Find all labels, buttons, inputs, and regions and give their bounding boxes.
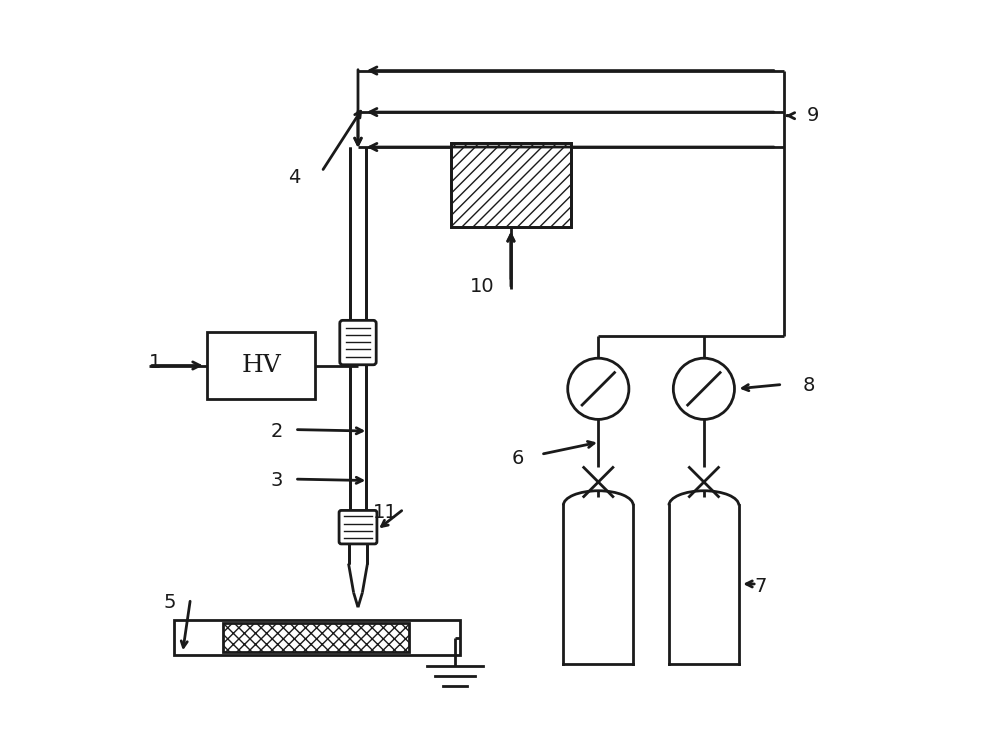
Text: 9: 9: [807, 106, 819, 125]
Circle shape: [568, 358, 629, 420]
Text: 8: 8: [803, 376, 815, 395]
Text: 1: 1: [149, 353, 161, 372]
Bar: [207, 332, 315, 399]
Polygon shape: [350, 147, 366, 323]
Bar: [451, 143, 571, 227]
Polygon shape: [349, 542, 367, 564]
Circle shape: [673, 358, 734, 420]
Text: 6: 6: [511, 450, 524, 469]
Bar: [223, 624, 409, 653]
FancyBboxPatch shape: [340, 320, 376, 365]
Text: HV: HV: [241, 354, 281, 377]
Text: 4: 4: [288, 168, 301, 187]
Bar: [451, 143, 571, 227]
Polygon shape: [354, 593, 362, 607]
Polygon shape: [350, 362, 366, 531]
Text: 2: 2: [270, 422, 283, 441]
Polygon shape: [669, 505, 739, 664]
FancyBboxPatch shape: [339, 510, 377, 544]
Text: 5: 5: [163, 594, 176, 613]
Bar: [451, 143, 571, 227]
Text: 7: 7: [755, 577, 767, 596]
Text: 3: 3: [270, 471, 283, 490]
Polygon shape: [563, 505, 633, 664]
Text: 11: 11: [373, 503, 397, 522]
Polygon shape: [349, 564, 367, 593]
Text: 10: 10: [470, 277, 495, 296]
Bar: [174, 621, 460, 655]
